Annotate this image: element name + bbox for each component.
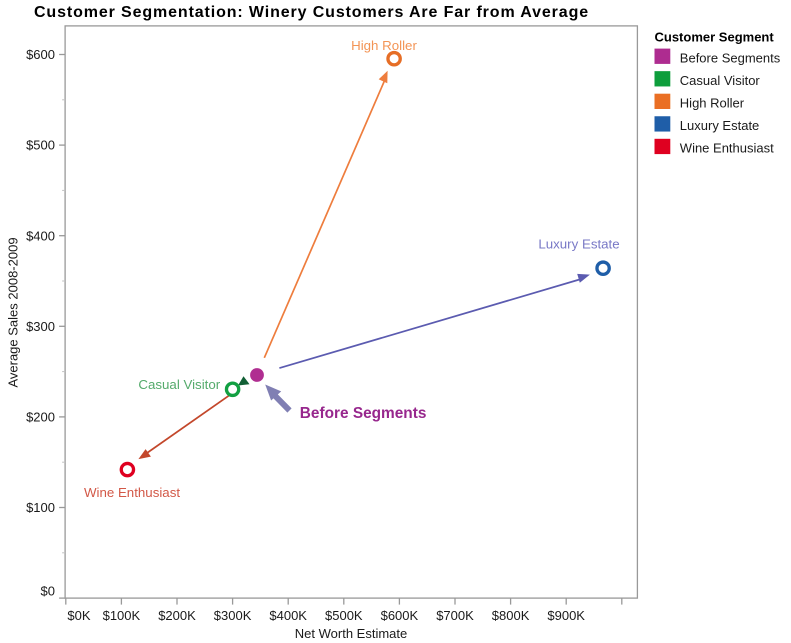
svg-text:$500: $500 [26, 138, 55, 153]
svg-text:$500K: $500K [325, 608, 363, 623]
svg-text:$400K: $400K [269, 608, 307, 623]
svg-text:Luxury Estate: Luxury Estate [680, 118, 760, 133]
svg-text:Casual Visitor: Casual Visitor [138, 377, 220, 392]
svg-text:Wine Enthusiast: Wine Enthusiast [680, 141, 774, 156]
svg-text:Before Segments: Before Segments [300, 405, 427, 422]
svg-text:Customer Segment: Customer Segment [655, 29, 775, 44]
svg-text:$200: $200 [26, 410, 55, 425]
svg-text:Customer Segmentation: Winery: Customer Segmentation: Winery Customers … [34, 4, 589, 21]
svg-text:$800K: $800K [492, 608, 530, 623]
svg-text:Luxury Estate: Luxury Estate [538, 236, 619, 251]
svg-text:High Roller: High Roller [351, 38, 417, 53]
svg-text:$200K: $200K [158, 608, 196, 623]
svg-text:$0: $0 [41, 583, 55, 598]
svg-text:$100K: $100K [103, 608, 141, 623]
svg-text:Average Sales 2008-2009: Average Sales 2008-2009 [6, 237, 21, 387]
svg-text:$100: $100 [26, 500, 55, 515]
svg-text:$700K: $700K [436, 608, 474, 623]
svg-text:Net Worth Estimate: Net Worth Estimate [295, 626, 407, 641]
svg-text:Wine Enthusiast: Wine Enthusiast [84, 485, 180, 500]
svg-text:Before Segments: Before Segments [680, 50, 781, 65]
svg-text:$400: $400 [26, 228, 55, 243]
svg-text:$600K: $600K [381, 608, 419, 623]
svg-text:High Roller: High Roller [680, 96, 745, 111]
svg-text:$300K: $300K [214, 608, 252, 623]
svg-text:$300: $300 [26, 319, 55, 334]
svg-text:$0K: $0K [67, 608, 90, 623]
svg-text:$600: $600 [26, 47, 55, 62]
svg-text:$900K: $900K [547, 608, 585, 623]
svg-text:Casual Visitor: Casual Visitor [680, 73, 761, 88]
